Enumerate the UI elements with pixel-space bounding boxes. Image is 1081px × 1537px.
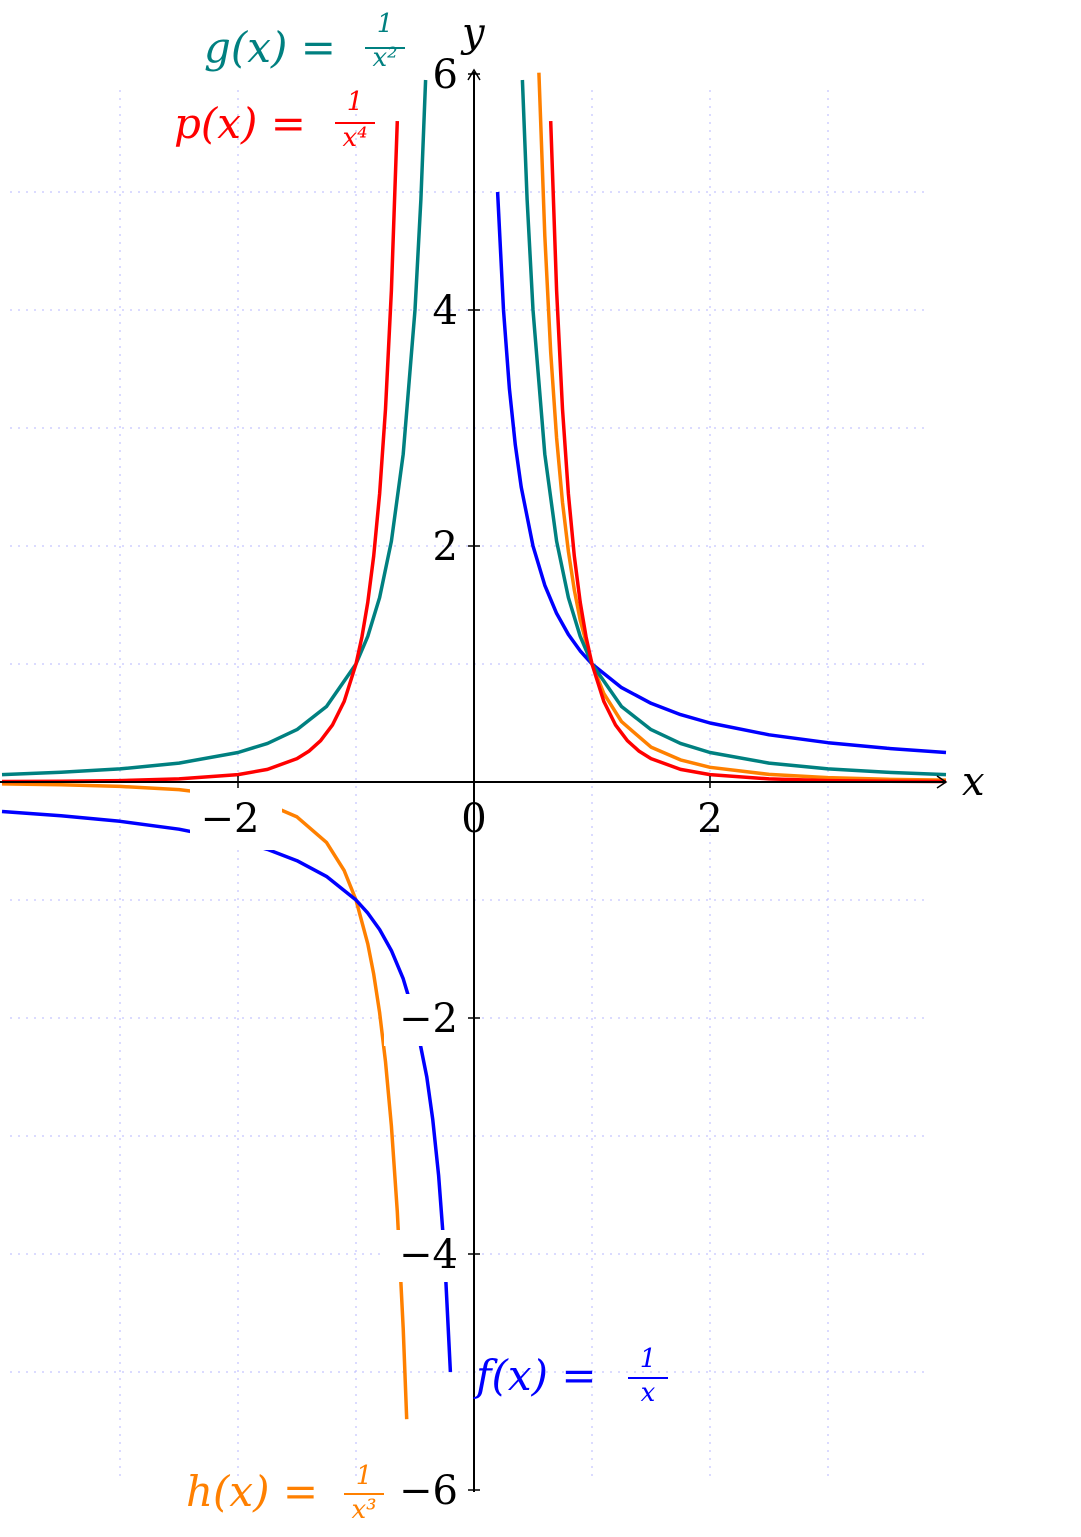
label-f-denominator: x — [641, 1378, 656, 1408]
curves — [1, 72, 947, 1514]
x-tick-label: −2 — [201, 796, 260, 842]
curve-p-branch-2 — [548, 121, 947, 784]
grid-lines — [10, 90, 930, 1480]
label-g: g(x) = 1 x² — [204, 9, 405, 73]
label-h: h(x) = 1 x³ — [186, 1461, 384, 1525]
x-tick-label: 0 — [461, 796, 486, 842]
y-axis-arrow — [467, 68, 481, 81]
label-h-denominator: x³ — [351, 1495, 376, 1525]
label-h-numerator: 1 — [356, 1461, 373, 1491]
label-g-denominator: x² — [372, 43, 397, 73]
label-p-numerator: 1 — [347, 87, 364, 117]
y-tick-label: 4 — [433, 288, 458, 334]
y-axis-label: y — [460, 10, 486, 56]
curve-p-branch-1 — [1, 121, 400, 784]
curve-g-branch-2 — [520, 79, 947, 777]
curve-f-branch-2 — [495, 191, 947, 755]
label-h-name: h(x) = — [186, 1467, 318, 1516]
label-g-numerator: 1 — [377, 9, 394, 39]
label-f-numerator: 1 — [640, 1344, 657, 1374]
curve-f-branch-1 — [1, 809, 453, 1373]
x-axis-label: x — [962, 759, 985, 805]
x-tick-label: 2 — [697, 796, 722, 842]
y-tick-label: −4 — [399, 1232, 458, 1278]
y-tick-label: 6 — [433, 52, 458, 98]
tick-label-mask — [384, 994, 468, 1046]
tick-label-mask — [190, 786, 282, 850]
y-tick-label: −6 — [399, 1468, 458, 1514]
label-p-name: p(x) = — [174, 99, 306, 148]
axes: xy — [0, 10, 985, 1492]
tick-label-mask — [384, 1462, 468, 1514]
label-p-denominator: x⁴ — [342, 123, 367, 153]
x-axis-arrow — [936, 775, 948, 789]
function-labels: g(x) = 1 x² p(x) = 1 x⁴ f(x) = 1 x h(x) = 1 x³ — [174, 9, 668, 1525]
label-g-name: g(x) = — [204, 23, 336, 72]
curve-h-branch-1 — [1, 782, 409, 1420]
y-tick-label: −2 — [399, 996, 458, 1042]
label-f-name: f(x) = — [473, 1351, 597, 1400]
tick-label-mask — [384, 1230, 468, 1282]
label-p: p(x) = 1 x⁴ — [174, 87, 375, 153]
tick-labels: −2 0 2 −6 −4 −2 2 4 6 — [201, 52, 723, 1514]
label-f: f(x) = 1 x — [473, 1344, 668, 1408]
y-tick-label: 2 — [433, 524, 458, 570]
curve-g-branch-1 — [1, 79, 428, 777]
